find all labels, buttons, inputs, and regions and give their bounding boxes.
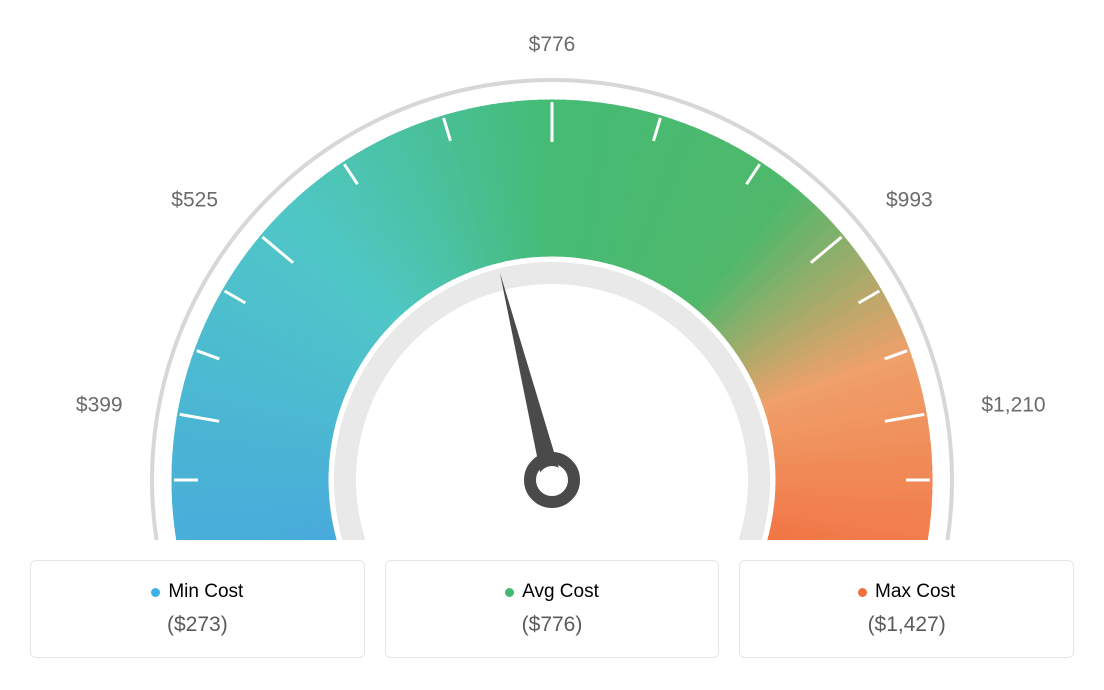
avg-dot-icon	[505, 588, 514, 597]
max-cost-card: Max Cost ($1,427)	[739, 560, 1074, 658]
svg-text:$399: $399	[76, 393, 123, 416]
max-cost-title: Max Cost	[858, 581, 955, 603]
svg-text:$525: $525	[171, 189, 218, 212]
max-dot-icon	[858, 588, 867, 597]
gauge-chart: $273$399$525$776$993$1,210$1,427	[0, 0, 1104, 540]
min-cost-value: ($273)	[55, 613, 340, 637]
min-dot-icon	[151, 588, 160, 597]
svg-text:$776: $776	[529, 33, 576, 56]
legend-cards: Min Cost ($273) Avg Cost ($776) Max Cost…	[0, 540, 1104, 658]
min-cost-title: Min Cost	[151, 581, 243, 603]
avg-cost-label: Avg Cost	[522, 581, 599, 603]
avg-cost-card: Avg Cost ($776)	[385, 560, 720, 658]
min-cost-card: Min Cost ($273)	[30, 560, 365, 658]
max-cost-label: Max Cost	[875, 581, 955, 603]
svg-text:$993: $993	[886, 189, 933, 212]
min-cost-label: Min Cost	[168, 581, 243, 603]
svg-text:$1,210: $1,210	[981, 393, 1045, 416]
max-cost-value: ($1,427)	[764, 613, 1049, 637]
gauge-svg: $273$399$525$776$993$1,210$1,427	[0, 0, 1104, 540]
avg-cost-value: ($776)	[410, 613, 695, 637]
avg-cost-title: Avg Cost	[505, 581, 599, 603]
